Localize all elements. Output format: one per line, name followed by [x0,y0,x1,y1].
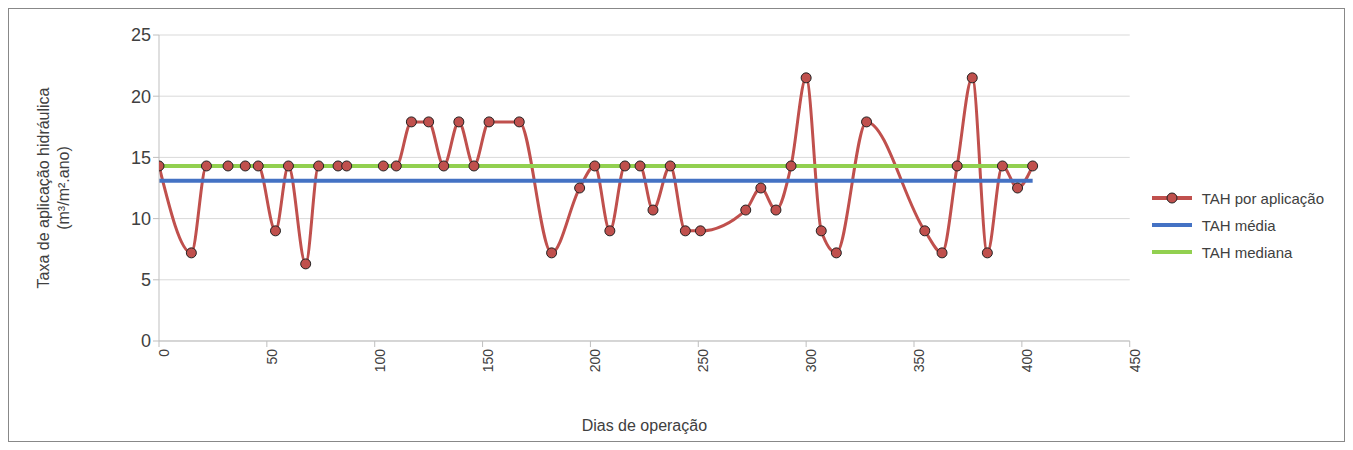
html-text:TAH mediana: TAH mediana [1201,243,1293,261]
html-text:TAH média: TAH média [1201,216,1276,234]
svg-text:Dias de operação: Dias de operação [582,417,708,434]
svg-text:10: 10 [131,209,151,229]
svg-text:200: 200 [587,349,603,373]
svg-text:5: 5 [141,270,151,290]
svg-text:25: 25 [131,25,151,45]
svg-text:350: 350 [911,349,927,373]
svg-text:Taxa de aplicação hidráulica(m: Taxa de aplicação hidráulica(m³/m².ano) [35,87,72,288]
svg-text:15: 15 [131,148,151,168]
svg-text:300: 300 [803,349,819,373]
svg-text:250: 250 [695,349,711,373]
svg-text:100: 100 [372,349,388,373]
svg-text:150: 150 [480,349,496,373]
svg-text:450: 450 [1127,349,1143,373]
svg-text:400: 400 [1019,349,1035,373]
svg-text:0: 0 [141,331,151,351]
svg-text:20: 20 [131,87,151,107]
svg-text:50: 50 [264,349,280,365]
svg-text:0: 0 [156,349,172,357]
html-text:TAH por aplicação: TAH por aplicação [1201,189,1324,207]
